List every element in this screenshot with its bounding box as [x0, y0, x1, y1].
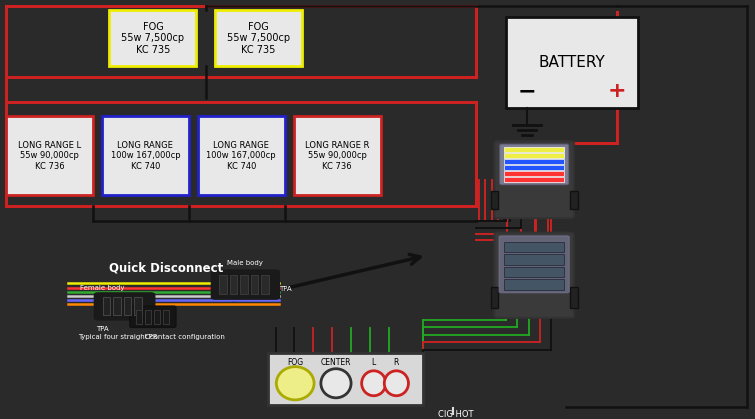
FancyBboxPatch shape — [268, 353, 423, 405]
FancyBboxPatch shape — [215, 10, 302, 67]
Text: CENTER: CENTER — [321, 358, 351, 367]
Text: CIG HOT: CIG HOT — [438, 410, 473, 419]
Bar — [145, 310, 151, 324]
Text: +: + — [608, 81, 626, 101]
Text: FOG
55w 7,500cp
KC 735: FOG 55w 7,500cp KC 735 — [122, 22, 184, 55]
Text: LONG RANGE R
55w 90,000cp
KC 736: LONG RANGE R 55w 90,000cp KC 736 — [305, 141, 369, 171]
Text: LONG RANGE L
55w 90,000cp
KC 736: LONG RANGE L 55w 90,000cp KC 736 — [18, 141, 81, 171]
Bar — [124, 297, 131, 316]
FancyBboxPatch shape — [94, 293, 155, 320]
Ellipse shape — [384, 371, 408, 396]
Text: R: R — [393, 358, 399, 367]
Text: Male body: Male body — [227, 260, 263, 266]
Bar — [219, 275, 226, 294]
Bar — [504, 267, 564, 277]
Bar — [261, 275, 269, 294]
Bar — [134, 297, 142, 316]
Bar — [504, 171, 564, 176]
Text: −: − — [518, 81, 536, 101]
Bar — [504, 159, 564, 164]
Bar — [504, 147, 564, 152]
FancyBboxPatch shape — [294, 116, 381, 195]
Bar — [570, 191, 578, 209]
Bar — [113, 297, 121, 316]
FancyBboxPatch shape — [500, 144, 569, 185]
Text: LONG RANGE
100w 167,000cp
KC 740: LONG RANGE 100w 167,000cp KC 740 — [206, 141, 276, 171]
FancyBboxPatch shape — [6, 116, 93, 195]
Text: LONG RANGE
100w 167,000cp
KC 740: LONG RANGE 100w 167,000cp KC 740 — [110, 141, 180, 171]
Bar — [251, 275, 258, 294]
Ellipse shape — [362, 371, 386, 396]
Text: Typical four straight contact configuration: Typical four straight contact configurat… — [78, 334, 224, 339]
Text: TPA: TPA — [96, 326, 108, 332]
Bar — [136, 310, 142, 324]
Bar — [491, 191, 498, 209]
Ellipse shape — [276, 367, 314, 400]
Bar — [230, 275, 237, 294]
Bar — [154, 310, 160, 324]
FancyBboxPatch shape — [495, 233, 574, 318]
FancyBboxPatch shape — [109, 10, 196, 67]
Text: CPR: CPR — [144, 334, 158, 341]
Text: Female body: Female body — [80, 285, 124, 291]
Bar — [504, 177, 564, 182]
Text: FOG
55w 7,500cp
KC 735: FOG 55w 7,500cp KC 735 — [227, 22, 290, 55]
FancyBboxPatch shape — [506, 17, 638, 108]
FancyBboxPatch shape — [102, 116, 189, 195]
Text: L: L — [371, 358, 376, 367]
Bar — [504, 242, 564, 252]
Bar — [504, 279, 564, 290]
Bar — [504, 254, 564, 265]
Bar — [240, 275, 248, 294]
Bar — [103, 297, 110, 316]
FancyBboxPatch shape — [130, 306, 176, 327]
FancyBboxPatch shape — [499, 236, 569, 293]
FancyBboxPatch shape — [495, 141, 574, 218]
Bar — [163, 310, 169, 324]
Text: TPA: TPA — [279, 286, 292, 292]
Bar — [504, 153, 564, 158]
FancyBboxPatch shape — [211, 270, 279, 299]
Text: Quick Disconnect: Quick Disconnect — [109, 261, 223, 274]
Bar — [570, 287, 578, 308]
Text: FOG: FOG — [287, 358, 304, 367]
Text: BATTERY: BATTERY — [538, 55, 606, 70]
Ellipse shape — [321, 369, 351, 398]
Bar — [504, 165, 564, 170]
FancyBboxPatch shape — [198, 116, 285, 195]
Bar — [491, 287, 498, 308]
